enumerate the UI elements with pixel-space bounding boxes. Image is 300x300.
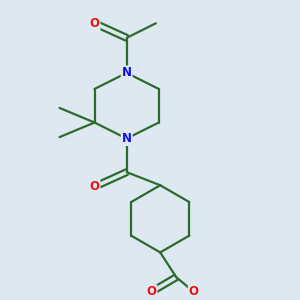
Text: O: O <box>189 285 199 298</box>
Text: O: O <box>146 285 157 298</box>
Text: O: O <box>89 180 100 193</box>
Text: N: N <box>122 66 132 80</box>
Text: O: O <box>89 17 100 30</box>
Text: N: N <box>122 132 132 145</box>
